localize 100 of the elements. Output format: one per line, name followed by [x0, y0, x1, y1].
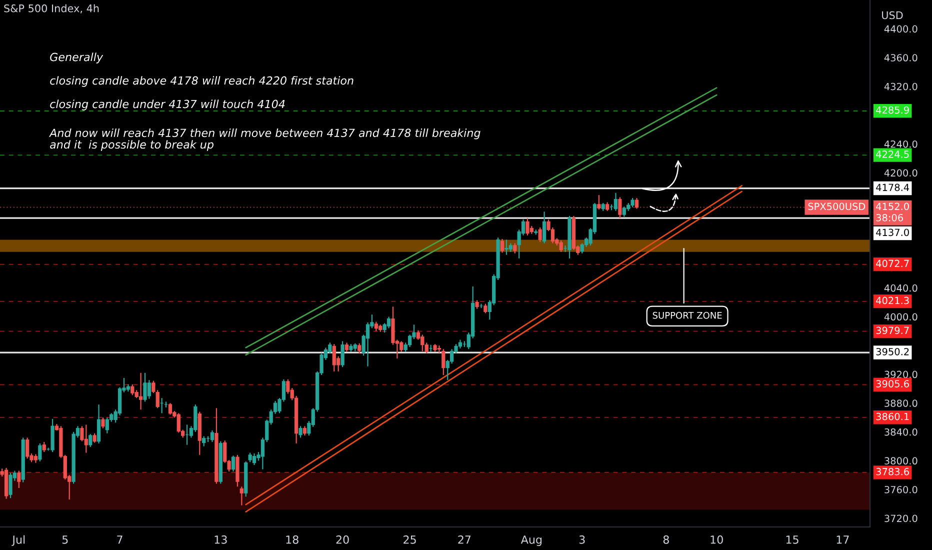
x-tick-label: 20: [336, 535, 349, 544]
candlestick: [8, 472, 12, 499]
y-tick-label: 4200.0: [884, 169, 918, 177]
candlestick: [17, 470, 21, 489]
candlestick: [484, 303, 488, 314]
ref-line-label: 4137.0: [876, 228, 909, 236]
candlestick: [504, 239, 508, 256]
candlestick: [340, 340, 344, 368]
y-tick-label: 3920.0: [884, 370, 918, 378]
ref-line-label: 3783.6: [876, 468, 909, 476]
annotation: SPX500USD: [808, 202, 866, 210]
candlestick: [130, 384, 134, 396]
candlestick: [286, 378, 290, 394]
y-tick-label: 4000.0: [884, 313, 918, 321]
candlestick: [614, 192, 618, 212]
x-tick-label: 8: [663, 535, 669, 544]
candlestick: [210, 430, 214, 443]
candlestick: [450, 348, 454, 364]
x-tick-label: 10: [710, 535, 723, 544]
ref-line-label: 4178.4: [876, 184, 910, 192]
x-tick-label: 17: [836, 536, 849, 544]
y-tick-label: 3840.0: [884, 428, 918, 436]
candlestick: [202, 436, 206, 447]
y-tick-label: 4240.0: [884, 140, 918, 148]
candlestick: [634, 197, 639, 210]
candlestick: [84, 424, 88, 454]
annotation: And now will reach 4137 then will move between 4137 and 4178 till breaking and it is possible to break up: [49, 128, 480, 151]
candlestick: [526, 218, 530, 236]
candlestick: [542, 211, 546, 244]
candlestick: [143, 372, 147, 402]
candlestick: [374, 321, 378, 332]
ref-line-label: 3950.2: [876, 348, 909, 356]
candlestick: [622, 206, 626, 218]
y-tick-label: 4040.0: [884, 284, 918, 292]
candlestick: [538, 226, 542, 242]
candlestick: [618, 196, 622, 219]
y-tick-label: 3800.0: [884, 457, 918, 465]
x-tick-label: Jul: [12, 535, 25, 546]
ref-line-label: 4152.0 38:06: [876, 202, 909, 222]
candlestick: [248, 452, 252, 463]
ref-line-label: 4285.9: [876, 106, 909, 114]
candlestick: [26, 437, 30, 460]
ref-line-label: 4072.7: [876, 260, 909, 268]
y-axis-title: USD: [882, 11, 903, 20]
candlestick: [168, 402, 172, 416]
candlestick: [298, 426, 302, 438]
candlestick: [400, 340, 404, 353]
candlestick: [344, 342, 349, 353]
band-label: SUPPORT ZONE: [652, 312, 722, 319]
candlestick: [332, 344, 336, 372]
candlestick: [386, 316, 391, 329]
ref-line-label: 4021.3: [876, 296, 909, 304]
y-tick-label: 3720.0: [884, 514, 918, 522]
annotation: Generally: [50, 52, 104, 64]
x-tick-label: 13: [214, 535, 227, 544]
candlestick: [38, 442, 42, 462]
candlestick: [559, 240, 563, 252]
candlestick: [597, 194, 601, 210]
candlestick: [92, 432, 96, 444]
ref-line-label: 3979.7: [876, 326, 909, 334]
candlestick: [500, 238, 504, 254]
candlestick: [152, 380, 156, 394]
candlestick: [580, 242, 584, 254]
candlestick: [513, 242, 517, 254]
chart-title: S&P 500 Index, 4h: [4, 4, 99, 14]
x-tick-label: 5: [62, 536, 68, 544]
annotation: closing candle above 4178 will reach 4220 first station: [50, 76, 354, 87]
candlestick: [176, 412, 180, 434]
x-tick-label: 18: [286, 535, 298, 544]
x-tick-label: 7: [117, 536, 122, 544]
candlestick: [252, 452, 256, 466]
y-tick-label: 3760.0: [884, 486, 918, 494]
candlestick: [366, 322, 370, 367]
candlestick: [88, 433, 92, 448]
candlestick: [231, 455, 236, 472]
candlestick: [147, 380, 152, 400]
candlestick: [156, 390, 160, 409]
annotation: closing candle under 4137 will touch 4104: [50, 100, 285, 110]
ref-line-label: 3860.1: [876, 412, 909, 420]
y-tick-label: 4360.0: [884, 54, 918, 62]
candlestick: [358, 342, 362, 354]
y-tick-label: 4320.0: [884, 82, 918, 90]
y-tick-label: 4400.0: [884, 25, 918, 33]
candlestick: [105, 416, 109, 434]
ref-line-label: 3905.6: [876, 380, 909, 388]
candlestick: [42, 441, 46, 453]
candlestick: [138, 372, 143, 410]
y-tick-label: 3880.0: [884, 400, 918, 407]
candlestick: [101, 416, 105, 429]
candlestick: [96, 404, 101, 444]
candlestick: [50, 418, 54, 453]
candlestick: [302, 426, 307, 436]
candlestick: [442, 348, 446, 376]
x-tick-label: 15: [786, 536, 798, 544]
x-tick-label: 27: [458, 535, 471, 544]
candlestick: [630, 197, 634, 208]
candlestick: [240, 486, 244, 506]
candlestick: [420, 334, 424, 352]
candlestick: [408, 334, 412, 348]
x-tick-label: Aug: [520, 536, 542, 546]
